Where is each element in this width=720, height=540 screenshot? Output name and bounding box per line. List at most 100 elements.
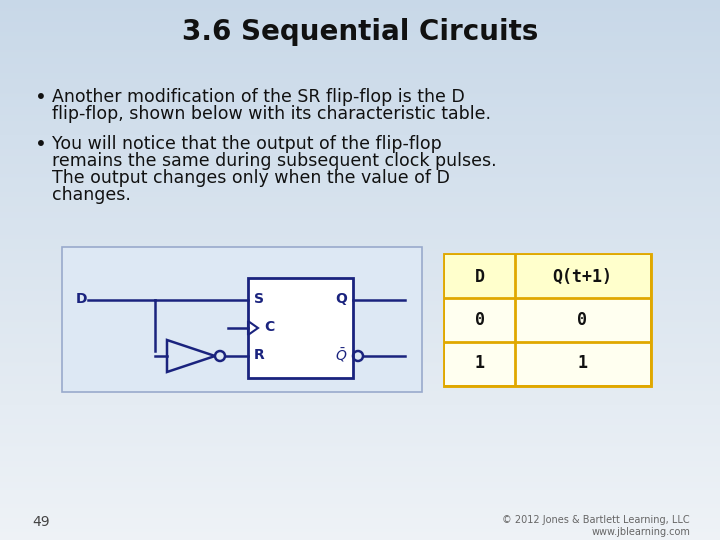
Bar bbox=[0, 271, 720, 272]
Bar bbox=[0, 166, 720, 167]
Bar bbox=[0, 278, 720, 279]
Bar bbox=[0, 415, 720, 416]
Bar bbox=[0, 208, 720, 209]
Bar bbox=[0, 469, 720, 470]
Bar bbox=[445, 255, 650, 385]
Bar bbox=[0, 111, 720, 112]
Bar bbox=[0, 400, 720, 401]
Bar bbox=[0, 490, 720, 491]
Bar bbox=[0, 532, 720, 533]
Bar bbox=[0, 426, 720, 427]
Bar bbox=[0, 217, 720, 218]
Bar bbox=[0, 442, 720, 443]
Bar bbox=[0, 462, 720, 463]
Bar bbox=[0, 38, 720, 39]
Bar bbox=[0, 303, 720, 304]
Bar bbox=[0, 156, 720, 157]
Bar bbox=[0, 66, 720, 67]
Bar bbox=[0, 148, 720, 149]
Bar bbox=[0, 175, 720, 176]
Bar bbox=[0, 39, 720, 40]
Bar bbox=[0, 347, 720, 348]
Bar bbox=[0, 310, 720, 311]
Bar bbox=[0, 94, 720, 95]
Bar bbox=[0, 253, 720, 254]
Bar bbox=[0, 502, 720, 503]
Bar bbox=[0, 227, 720, 228]
Bar bbox=[0, 301, 720, 302]
Bar bbox=[0, 379, 720, 380]
Bar bbox=[0, 100, 720, 101]
Bar bbox=[0, 468, 720, 469]
Bar bbox=[0, 325, 720, 326]
Bar bbox=[0, 327, 720, 328]
Bar bbox=[0, 23, 720, 24]
Bar bbox=[0, 50, 720, 51]
Bar bbox=[0, 397, 720, 398]
Bar bbox=[0, 197, 720, 198]
Bar bbox=[0, 150, 720, 151]
Bar bbox=[0, 190, 720, 191]
Bar bbox=[0, 342, 720, 343]
Bar bbox=[0, 336, 720, 337]
Bar bbox=[0, 128, 720, 129]
Bar bbox=[0, 33, 720, 34]
Bar bbox=[0, 402, 720, 403]
Bar bbox=[0, 119, 720, 120]
Bar bbox=[0, 440, 720, 441]
Bar bbox=[0, 461, 720, 462]
Bar bbox=[0, 270, 720, 271]
Bar bbox=[0, 113, 720, 114]
Bar bbox=[0, 80, 720, 81]
Bar bbox=[0, 384, 720, 385]
Bar bbox=[0, 220, 720, 221]
Bar bbox=[0, 84, 720, 85]
Bar bbox=[0, 74, 720, 75]
Bar bbox=[0, 526, 720, 527]
Bar bbox=[0, 410, 720, 411]
Bar bbox=[0, 199, 720, 200]
Bar bbox=[0, 365, 720, 366]
Bar bbox=[0, 396, 720, 397]
Bar bbox=[0, 247, 720, 248]
Bar bbox=[0, 52, 720, 53]
Bar bbox=[0, 87, 720, 88]
Bar bbox=[0, 144, 720, 145]
Bar bbox=[0, 516, 720, 517]
Bar bbox=[0, 51, 720, 52]
Bar bbox=[0, 446, 720, 447]
Bar bbox=[0, 29, 720, 30]
Bar bbox=[0, 337, 720, 338]
Bar bbox=[0, 520, 720, 521]
Bar bbox=[0, 254, 720, 255]
Bar bbox=[0, 335, 720, 336]
Bar bbox=[0, 528, 720, 529]
Bar bbox=[0, 42, 720, 43]
Bar bbox=[0, 485, 720, 486]
Bar bbox=[0, 239, 720, 240]
Bar bbox=[0, 511, 720, 512]
Bar bbox=[0, 466, 720, 467]
Bar bbox=[0, 441, 720, 442]
Bar bbox=[0, 326, 720, 327]
Bar bbox=[0, 82, 720, 83]
Bar bbox=[0, 393, 720, 394]
Bar bbox=[0, 373, 720, 374]
Bar bbox=[0, 401, 720, 402]
Bar bbox=[0, 484, 720, 485]
Bar bbox=[0, 404, 720, 405]
Bar bbox=[0, 320, 720, 321]
Bar bbox=[0, 90, 720, 91]
Text: remains the same during subsequent clock pulses.: remains the same during subsequent clock… bbox=[52, 152, 497, 170]
Text: R: R bbox=[254, 348, 265, 362]
Bar bbox=[0, 364, 720, 365]
Bar bbox=[0, 367, 720, 368]
Bar bbox=[0, 307, 720, 308]
Bar bbox=[0, 158, 720, 159]
Bar bbox=[0, 487, 720, 488]
Text: 1: 1 bbox=[577, 354, 588, 373]
Bar bbox=[0, 115, 720, 116]
Bar bbox=[0, 398, 720, 399]
Text: D: D bbox=[76, 292, 88, 306]
Bar bbox=[0, 387, 720, 388]
